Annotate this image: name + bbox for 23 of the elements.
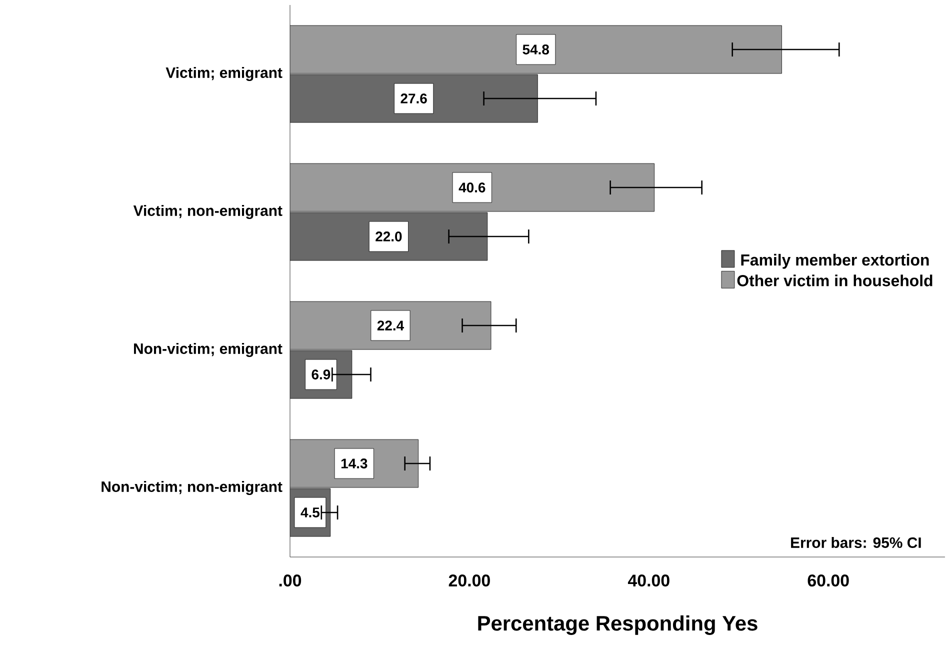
data-label: 27.6 [400, 94, 427, 104]
y-tick-label: Non-victim; emigrant [134, 343, 282, 357]
data-label: 22.4 [377, 320, 404, 330]
x-tick-label: .00 [279, 574, 302, 587]
x-tick-label: 60.00 [808, 574, 849, 587]
x-tick-label: 20.00 [448, 574, 490, 587]
data-label: 54.8 [522, 44, 549, 54]
data-label: 14.3 [341, 458, 368, 468]
legend-label: Other victim in household [737, 274, 932, 286]
data-label: 6.9 [312, 370, 330, 380]
bar [290, 163, 654, 212]
x-axis-title: Percentage Responding Yes [478, 615, 758, 635]
data-label: 22.0 [376, 232, 402, 242]
annotation: Error bars: 95% CI [791, 536, 921, 548]
bar [290, 25, 782, 74]
y-tick-label: Victim; non-emigrant [133, 205, 282, 219]
legend-label: Family member extortion [741, 254, 929, 269]
data-label: 4.5 [300, 508, 320, 518]
x-tick-label: 40.00 [628, 574, 670, 587]
y-tick-label: Victim; emigrant [166, 67, 282, 81]
bar [290, 74, 538, 123]
y-tick-label: Non-victim; non-emigrant [102, 481, 282, 496]
data-label: 40.6 [458, 182, 486, 192]
